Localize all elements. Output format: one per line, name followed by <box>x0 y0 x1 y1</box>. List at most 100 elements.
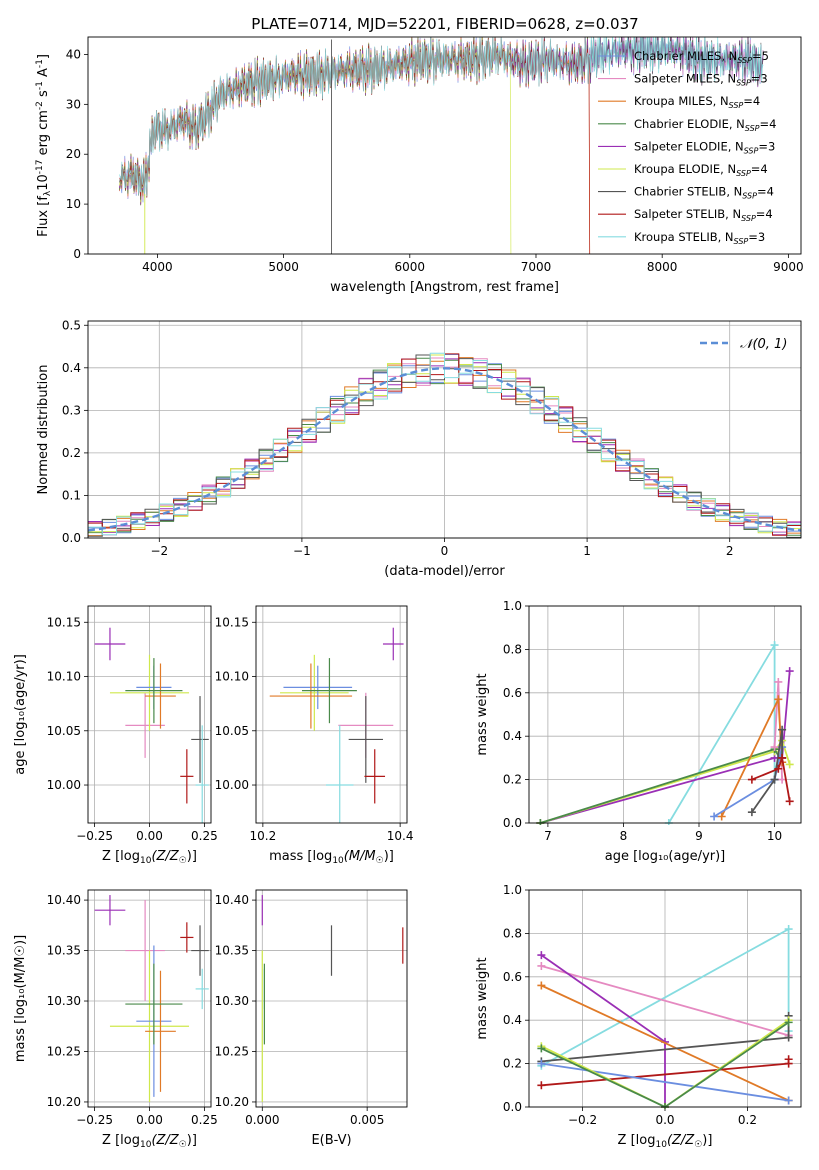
axes-frame <box>87 320 802 539</box>
x-tick-label: 0.00 <box>136 1113 163 1127</box>
x-tick-label: 0.00 <box>136 829 163 843</box>
massweight-marker <box>537 1081 546 1090</box>
x-tick-label: −0.25 <box>76 829 113 843</box>
y-tick-label: 0.8 <box>503 926 522 940</box>
legend-entry: Chabrier ELODIE, NSSP=4 <box>634 117 776 133</box>
y-tick-label: 10.10 <box>215 670 249 684</box>
panel-mass-vs-ebv: 0.000 0.005 10.20 10.25 10.30 10.35 10.40 E(B-V… <box>215 889 408 1148</box>
y-tick-label: 0.0 <box>503 816 522 830</box>
x-tick-label: 7 <box>544 829 552 843</box>
y-axis-label: mass [log₁₀(M/M☉)] <box>13 935 28 1062</box>
axes-frame <box>255 605 408 824</box>
massweight-marker <box>784 1033 793 1042</box>
x-tick-label: 8000 <box>647 260 678 274</box>
x-tick-label: 0.2 <box>738 1113 757 1127</box>
y-tick-label: 40 <box>66 47 81 61</box>
histogram-group <box>88 352 801 538</box>
errorbar-point <box>94 895 126 926</box>
x-tick-label: −0.2 <box>568 1113 597 1127</box>
figure-title: PLATE=0714, MJD=52201, FIBERID=0628, z=0… <box>251 15 638 33</box>
y-tick-label: 10.20 <box>215 1095 249 1109</box>
y-tick-label: 10.40 <box>47 893 81 907</box>
y-tick-label: 20 <box>66 147 81 161</box>
y-axis-label: mass weight <box>475 673 490 755</box>
massweight-lines <box>536 641 794 825</box>
x-tick-label: 9000 <box>773 260 804 274</box>
panel-spectrum: 4000 5000 6000 7000 8000 9000 0 10 20 30 40 wavelen… <box>35 36 804 295</box>
massweight-marker <box>747 775 756 784</box>
massweight-marker <box>778 775 787 784</box>
y-tick-label: 10.40 <box>215 893 249 907</box>
x-tick-label: 7000 <box>521 260 552 274</box>
x-tick-label: 6000 <box>395 260 426 274</box>
massweight-lines <box>537 925 793 1109</box>
errorbar-point <box>195 968 209 1010</box>
x-tick-label: 10.2 <box>250 829 277 843</box>
y-tick-label: 1.0 <box>503 599 522 613</box>
errorbar-point <box>180 749 194 804</box>
massweight-series <box>541 965 789 1037</box>
massweight-marker <box>710 812 719 821</box>
x-axis-label: (data-model)/error <box>384 564 505 579</box>
massweight-series <box>541 1062 789 1102</box>
panel-massweight-vs-age: 7 8 9 10 0.0 0.2 0.4 0.6 0.8 1.0 age [log₁₀(age/yr… <box>475 599 802 864</box>
errorbar-point <box>301 658 357 724</box>
y-tick-label: 10.30 <box>47 994 81 1008</box>
x-axis-label: mass [log10(M/M☉)] <box>269 849 394 866</box>
y-tick-label: 0 <box>73 247 81 261</box>
massweight-marker <box>717 812 726 821</box>
panel-age-vs-Z: −0.25 0.00 0.25 10.00 10.05 10.10 10.15 Z [log1… <box>13 605 218 866</box>
massweight-marker <box>784 925 793 934</box>
y-tick-label: 10.05 <box>47 724 81 738</box>
massweight-marker <box>774 764 783 773</box>
y-tick-label: 10.15 <box>215 615 249 629</box>
massweight-marker <box>537 951 546 960</box>
y-tick-label: 10.25 <box>215 1044 249 1058</box>
spectrum-legend: Chabrier MILES, NSSP=5 Salpeter MILES, NS… <box>598 49 776 246</box>
y-tick-label: 10.35 <box>47 944 81 958</box>
x-axis-label: Z [log10(Z/Z☉)] <box>618 1133 713 1150</box>
massweight-marker <box>774 695 783 704</box>
y-tick-label: 10.25 <box>47 1044 81 1058</box>
massweight-marker <box>785 667 794 676</box>
y-tick-label: 0.2 <box>62 446 81 460</box>
y-tick-label: 10 <box>66 197 81 211</box>
legend-entry: Kroupa MILES, NSSP=4 <box>634 94 760 110</box>
panel-massweight-vs-Z: −0.2 0.0 0.2 0.0 0.2 0.4 0.6 0.8 1.0 Z [log10(Z/Z… <box>475 883 802 1150</box>
x-tick-label: 0 <box>441 544 449 558</box>
x-axis-label: wavelength [Angstrom, rest frame] <box>330 280 559 295</box>
panel-residuals: −2 −1 0 1 2 0.0 0.1 0.2 0.3 0.4 0.5 (data-model)/er… <box>36 318 802 579</box>
y-tick-label: 30 <box>66 97 81 111</box>
massweight-marker <box>770 775 779 784</box>
massweight-series <box>751 754 791 802</box>
errorbar-point <box>94 627 126 661</box>
errorbar-point <box>109 654 190 731</box>
massweight-series <box>541 984 789 1102</box>
massweight-series <box>751 729 783 813</box>
x-tick-label: 0.0 <box>655 1113 674 1127</box>
x-tick-label: −2 <box>150 544 168 558</box>
axes-frame <box>255 889 408 1108</box>
legend-entry: 𝒩(0, 1) <box>740 337 787 352</box>
legend-entry: Chabrier MILES, NSSP=5 <box>634 49 769 65</box>
errorbar-point <box>145 970 176 1092</box>
legend-entry: Chabrier STELIB, NSSP=4 <box>634 185 774 201</box>
axes-frame <box>528 889 802 1108</box>
x-tick-label: 0.25 <box>191 829 218 843</box>
residuals-legend: 𝒩(0, 1) <box>700 337 787 352</box>
errorbar-point <box>269 663 353 729</box>
legend-entry: Kroupa ELODIE, NSSP=4 <box>634 162 768 178</box>
y-tick-label: 0.4 <box>503 1013 522 1027</box>
massweight-marker <box>784 1018 793 1027</box>
errorbar-point <box>109 950 190 1102</box>
y-tick-label: 0.0 <box>503 1100 522 1114</box>
errorbar-point <box>364 749 386 804</box>
errorbar-group <box>269 627 404 823</box>
x-tick-label: 9 <box>695 829 703 843</box>
massweight-series <box>540 738 791 824</box>
x-tick-label: 1 <box>583 544 591 558</box>
massweight-marker <box>784 1096 793 1105</box>
y-tick-label: 0.2 <box>503 773 522 787</box>
massweight-marker <box>785 797 794 806</box>
